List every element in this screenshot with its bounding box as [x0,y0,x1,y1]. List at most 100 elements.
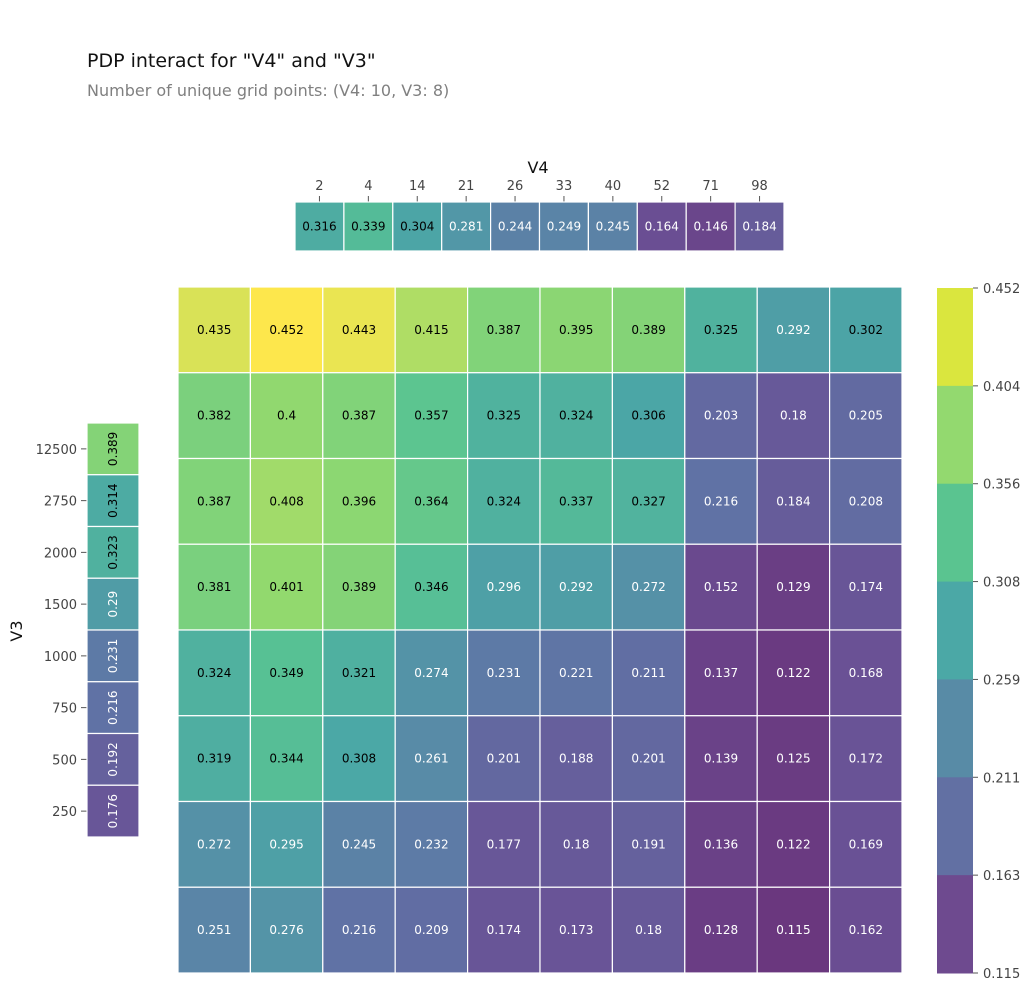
heatmap-cell [684,372,758,460]
heatmap-cell [539,629,614,717]
heatmap-cell [539,715,614,803]
heatmap-cell-label: 0.188 [559,752,593,766]
top-marginal-cell [587,201,638,252]
left-marginal-cell [86,681,140,735]
heatmap-cell-label: 0.395 [559,323,593,337]
heatmap-cell [467,543,541,631]
y-tick-label: 250 [52,805,77,820]
top-marginal-cells: 0.316 0.339 0.304 0.281 0.244 0.249 0.245 0.164… [294,201,785,252]
heatmap-cell-label: 0.292 [559,580,593,594]
heatmap-cell-label: 0.139 [704,752,738,766]
heatmap-cell-label: 0.125 [776,752,810,766]
heatmap-cell [394,286,469,374]
x-tick-label: 40 [605,179,622,194]
left-marginal-label: 0.216 [106,690,120,724]
top-marginal-label: 0.249 [547,220,581,234]
heatmap-cell-label: 0.435 [197,323,231,337]
heatmap-cell-label: 0.191 [631,837,665,851]
heatmap-cell-label: 0.129 [776,580,810,594]
left-marginal-label: 0.29 [106,591,120,618]
heatmap-cell-label: 0.128 [704,923,738,937]
x-tick-label: 2 [315,179,323,194]
y-tick-label: 750 [52,702,77,717]
heatmap-cell [828,800,903,888]
heatmap-cell [322,886,396,974]
heatmap-cell [611,372,686,460]
heatmap-cell [539,457,614,545]
heatmap-cell-label: 0.173 [559,923,593,937]
top-marginal-label: 0.281 [449,220,483,234]
y-tick-label: 2000 [44,546,77,561]
heatmap-cell-label: 0.115 [776,923,810,937]
heatmap-cell-label: 0.387 [342,409,376,423]
heatmap-cell-label: 0.208 [849,494,883,508]
heatmap-cell-label: 0.325 [487,409,521,423]
y-axis-label: V3 [7,620,26,641]
y-tick-label: 1500 [44,598,77,613]
heatmap-cell-label: 0.452 [269,323,303,337]
heatmap-cell [467,886,541,974]
heatmap-cell [177,886,252,974]
heatmap-cell [756,543,831,631]
heatmap-cell-label: 0.306 [631,409,665,423]
heatmap-cell [611,286,686,374]
colorbar-tick-label: 0.404 [983,380,1020,395]
heatmap-cell-label: 0.211 [631,666,665,680]
x-tick-label: 33 [556,179,573,194]
heatmap-cell [467,286,541,374]
top-marginal-cell [294,201,345,252]
heatmap-cell [828,886,903,974]
heatmap-cell [249,800,324,888]
x-tick-label: 4 [364,179,372,194]
left-marginal-label: 0.231 [106,639,120,673]
heatmap-cell-label: 0.177 [487,837,521,851]
heatmap-cell-label: 0.272 [197,837,231,851]
left-marginal-label: 0.192 [106,742,120,776]
heatmap-cell [539,543,614,631]
heatmap-cell [539,800,614,888]
y-tick-label: 1000 [44,650,77,665]
heatmap-cell-label: 0.292 [776,323,810,337]
heatmap-cell [684,543,758,631]
heatmap-cell-label: 0.4 [277,409,296,423]
heatmap-cell [177,457,252,545]
heatmap-cell-label: 0.137 [704,666,738,680]
colorbar-tick-label: 0.308 [983,576,1020,591]
heatmap-cell [394,715,469,803]
heatmap-cell-label: 0.324 [197,666,231,680]
top-marginal-label: 0.339 [351,220,385,234]
heatmap-cell-label: 0.296 [487,580,521,594]
heatmap-cell [394,372,469,460]
left-marginal-label: 0.323 [106,535,120,569]
heatmap-cell-label: 0.295 [269,837,303,851]
colorbar-tick-label: 0.259 [983,673,1020,688]
x-tick-label: 21 [458,179,475,194]
left-marginal-label: 0.389 [106,432,120,466]
heatmap-cell [249,457,324,545]
heatmap-cell-label: 0.381 [197,580,231,594]
heatmap-cell-label: 0.272 [631,580,665,594]
heatmap-cell [467,372,541,460]
colorbar-segment [937,875,973,974]
heatmap-cell [756,886,831,974]
heatmap-cell-label: 0.346 [414,580,448,594]
colorbar-tick-label: 0.211 [983,771,1020,786]
heatmap-cell [394,886,469,974]
top-marginal-cell [734,201,785,252]
heatmap-cell [828,286,903,374]
heatmap-cell-label: 0.389 [631,323,665,337]
top-marginal-cell [636,201,687,252]
colorbar-tick-label: 0.452 [983,282,1020,297]
heatmap-cell-label: 0.357 [414,409,448,423]
left-marginal-cell [86,784,140,838]
left-marginal-cell [86,525,140,579]
x-tick-label: 26 [507,179,524,194]
x-tick-label: 98 [751,179,768,194]
heatmap-cell-label: 0.344 [269,752,303,766]
heatmap-cell [611,629,686,717]
heatmap-cell-label: 0.205 [849,409,883,423]
heatmap-cell-label: 0.162 [849,923,883,937]
heatmap-cell [611,800,686,888]
top-marginal-label: 0.316 [302,220,336,234]
